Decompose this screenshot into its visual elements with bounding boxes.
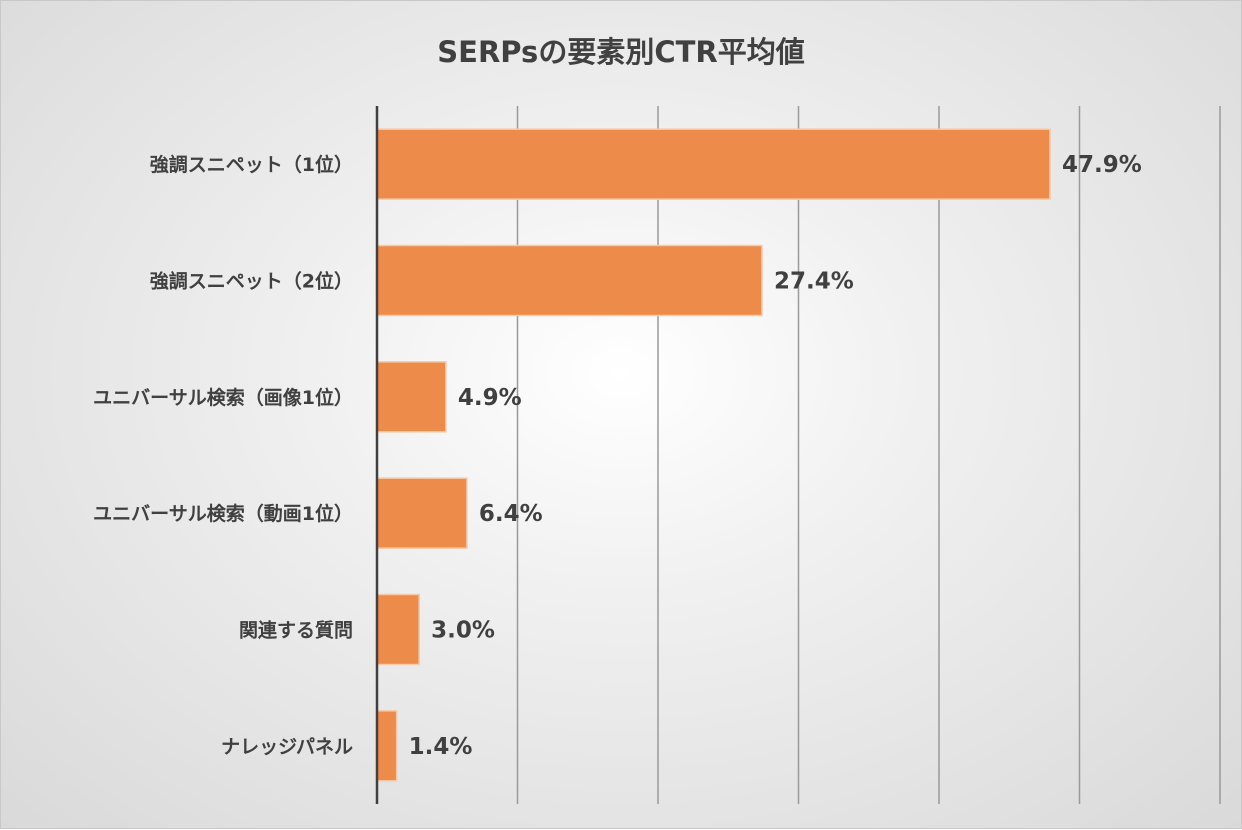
data-label: 47.9% bbox=[1062, 152, 1142, 178]
bar bbox=[376, 128, 1051, 200]
data-label: 3.0% bbox=[431, 618, 495, 644]
data-label: 6.4% bbox=[479, 501, 543, 527]
data-label: 1.4% bbox=[409, 734, 473, 760]
bar bbox=[376, 361, 447, 433]
bar bbox=[376, 710, 398, 782]
data-label: 27.4% bbox=[774, 269, 854, 295]
category-label: 強調スニペット（1位） bbox=[150, 153, 353, 176]
category-label: ユニバーサル検索（動画1位） bbox=[93, 502, 353, 525]
bar bbox=[376, 244, 763, 317]
bar bbox=[376, 593, 420, 666]
category-label: ユニバーサル検索（画像1位） bbox=[93, 386, 353, 409]
data-label: 4.9% bbox=[458, 385, 522, 411]
category-label: 強調スニペット（2位） bbox=[150, 270, 353, 293]
chart-title: SERPsの要素別CTR平均値 bbox=[437, 35, 805, 69]
category-label: ナレッジパネル bbox=[221, 736, 353, 758]
bar bbox=[376, 477, 468, 549]
category-label: 関連する質問 bbox=[239, 619, 353, 642]
